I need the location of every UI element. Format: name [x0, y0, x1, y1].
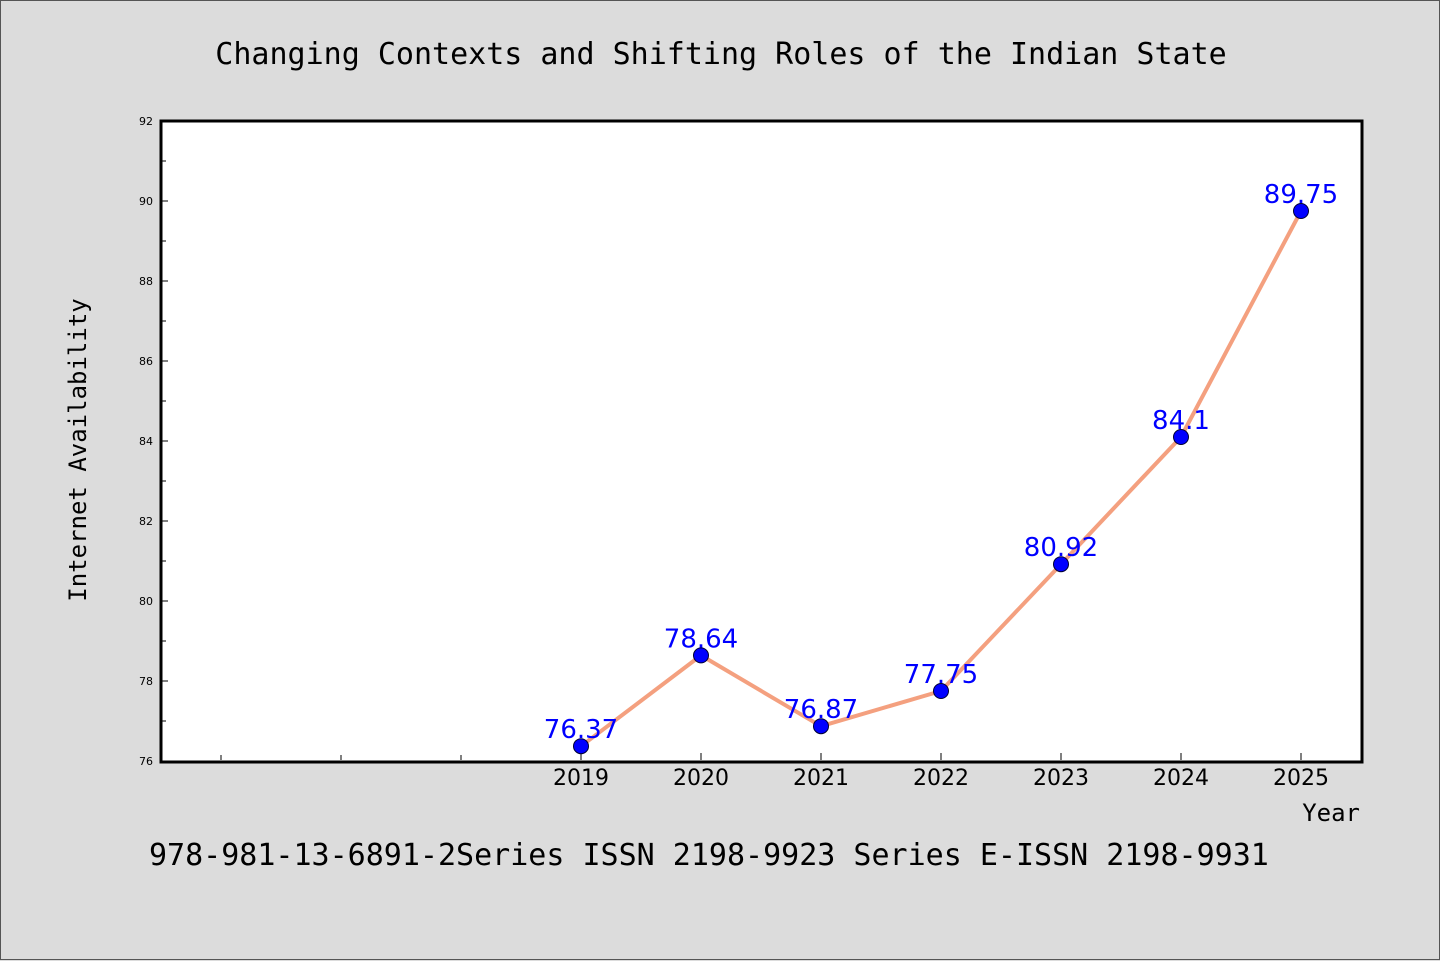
- x-axis-label: Year: [1302, 799, 1360, 827]
- x-tick-label: 2020: [673, 766, 729, 791]
- x-axis: 2019 2020 2021 2022 2023 2024 2025: [220, 753, 1329, 791]
- data-point-2022: [933, 683, 949, 699]
- x-tick-label: 2021: [793, 766, 849, 791]
- y-tick-label: 80: [139, 595, 153, 608]
- x-tick-label: 2019: [553, 766, 609, 791]
- y-tick-label: 78: [139, 675, 153, 688]
- x-tick-label: 2024: [1153, 766, 1209, 791]
- x-tick-label: 2022: [913, 766, 969, 791]
- y-tick-label: 84: [139, 435, 153, 448]
- x-tick-label: 2025: [1273, 766, 1329, 791]
- data-label-2019: 76.37: [544, 715, 618, 745]
- y-tick-label: 90: [139, 195, 153, 208]
- y-tick-label: 92: [139, 115, 153, 128]
- data-label-2021: 76.87: [784, 695, 858, 725]
- footer-isbn-text: 978-981-13-6891-2Series ISSN 2198-9923 S…: [149, 838, 1269, 873]
- y-axis: 76 78 80 82 84 86 88 90 92: [139, 115, 168, 768]
- data-label-2024: 84.1: [1152, 406, 1210, 436]
- data-label-2023: 80.92: [1024, 533, 1098, 563]
- data-point-2020: [693, 647, 709, 664]
- data-point-2023: [1053, 556, 1069, 573]
- chart-title: Changing Contexts and Shifting Roles of …: [215, 37, 1226, 72]
- data-label-2025: 89.75: [1264, 180, 1338, 210]
- data-point-2024: [1173, 429, 1189, 445]
- series-line: [573, 203, 1309, 755]
- data-label-2022: 77.75: [904, 660, 978, 690]
- y-tick-label: 88: [139, 275, 153, 288]
- data-point-2025: [1293, 203, 1309, 219]
- data-labels: 76.37 78.64 76.87 77.75 80.92 84.1 89.75: [544, 180, 1338, 745]
- data-point-2021: [813, 718, 829, 735]
- y-tick-label: 82: [139, 515, 153, 528]
- x-tick-label: 2023: [1033, 766, 1089, 791]
- y-tick-label: 86: [139, 355, 153, 368]
- y-axis-label: Internet Availability: [64, 298, 92, 601]
- data-label-2020: 78.64: [664, 624, 738, 654]
- plot-area: [159, 119, 1364, 764]
- data-point-2019: [573, 738, 589, 755]
- y-tick-label: 76: [139, 755, 153, 768]
